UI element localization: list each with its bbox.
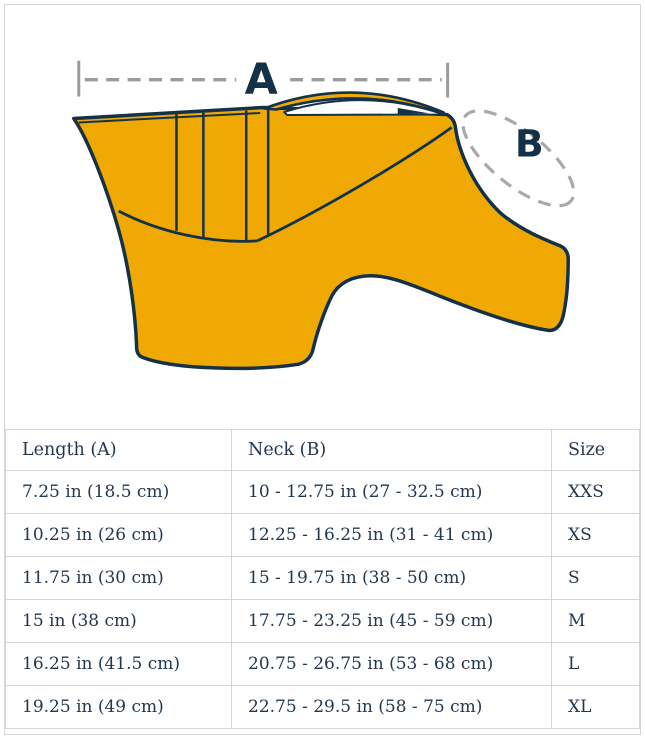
shoulder-seam-diagonal — [256, 126, 453, 243]
table-row: 15 in (38 cm) 17.75 - 23.25 in (45 - 59 … — [5, 599, 640, 643]
header-size: Size — [551, 429, 640, 471]
neck-ellipse — [461, 109, 576, 208]
table-row: 11.75 in (30 cm) 15 - 19.75 in (38 - 50 … — [5, 556, 640, 600]
neck-cell: 17.75 - 23.25 in (45 - 59 cm) — [231, 599, 552, 643]
length-cell: 11.75 in (30 cm) — [5, 556, 232, 600]
handle-anchor-wedge — [397, 108, 429, 115]
table-row: 16.25 in (41.5 cm) 20.75 - 26.75 in (53 … — [5, 642, 640, 686]
length-dimension-a: A — [77, 55, 450, 105]
panel-seam-curve — [117, 209, 258, 243]
length-cell: 19.25 in (49 cm) — [5, 685, 232, 729]
size-cell: XS — [551, 513, 640, 557]
jacket-body — [72, 105, 570, 371]
jacket-handle — [262, 91, 445, 114]
table-row: 19.25 in (49 cm) 22.75 - 29.5 in (58 - 7… — [5, 685, 640, 729]
table-row: 7.25 in (18.5 cm) 10 - 12.75 in (27 - 32… — [5, 470, 640, 514]
label-a: A — [245, 55, 278, 105]
neck-dimension-b: B — [461, 109, 576, 208]
length-cell: 10.25 in (26 cm) — [5, 513, 232, 557]
length-cell: 16.25 in (41.5 cm) — [5, 642, 232, 686]
size-cell: XL — [551, 685, 640, 729]
size-cell: L — [551, 642, 640, 686]
table-row: 10.25 in (26 cm) 12.25 - 16.25 in (31 - … — [5, 513, 640, 557]
size-cell: XXS — [551, 470, 640, 514]
neck-cell: 15 - 19.75 in (38 - 50 cm) — [231, 556, 552, 600]
length-cell: 7.25 in (18.5 cm) — [5, 470, 232, 514]
neck-cell: 12.25 - 16.25 in (31 - 41 cm) — [231, 513, 552, 557]
dog-jacket-svg: A B — [72, 55, 576, 371]
table-header-row: Length (A) Neck (B) Size — [5, 429, 640, 471]
neck-cell: 22.75 - 29.5 in (58 - 75 cm) — [231, 685, 552, 729]
label-b: B — [515, 121, 544, 165]
size-table: Length (A) Neck (B) Size 7.25 in (18.5 c… — [5, 429, 640, 729]
length-cell: 15 in (38 cm) — [5, 599, 232, 643]
chart-frame: A B — [4, 4, 641, 735]
size-cell: S — [551, 556, 640, 600]
neck-cell: 10 - 12.75 in (27 - 32.5 cm) — [231, 470, 552, 514]
top-edge-binding — [78, 111, 261, 124]
dog-jacket-illustration: A B — [5, 5, 640, 429]
neck-cell: 20.75 - 26.75 in (53 - 68 cm) — [231, 642, 552, 686]
header-length: Length (A) — [5, 429, 232, 471]
header-neck: Neck (B) — [231, 429, 552, 471]
size-cell: M — [551, 599, 640, 643]
